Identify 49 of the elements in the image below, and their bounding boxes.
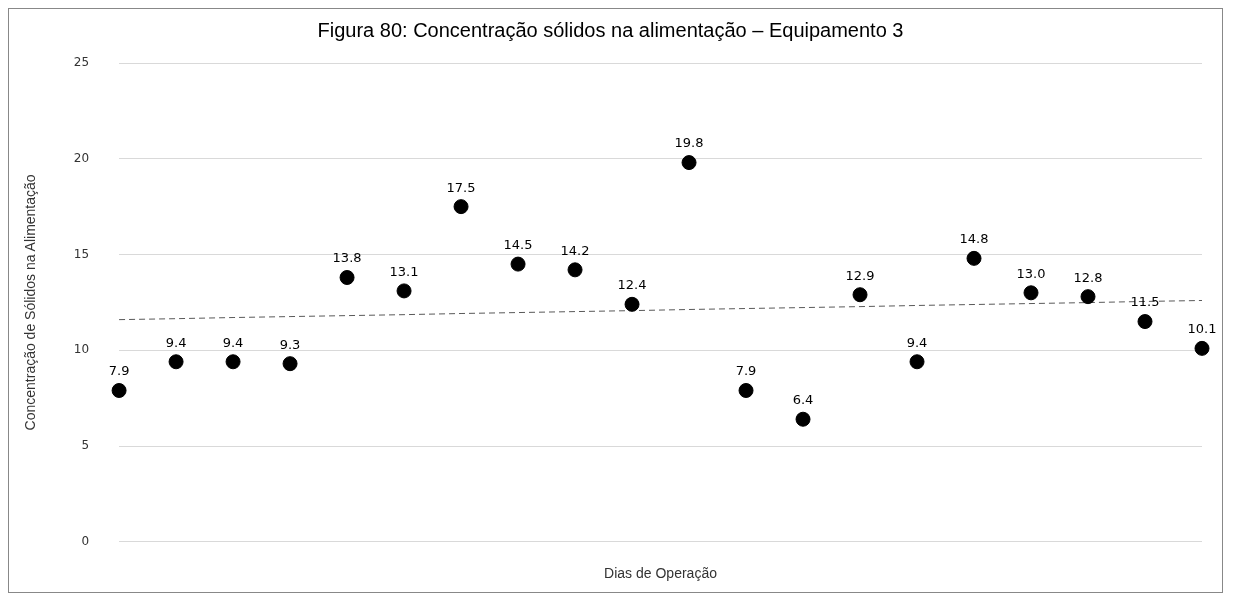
data-label: 14.2: [560, 242, 590, 258]
point: [738, 383, 754, 398]
data-label: 13.8: [332, 250, 362, 266]
point: [510, 256, 526, 272]
data-label: 7.9: [735, 363, 757, 379]
data-label: 9.4: [165, 334, 187, 350]
point: [1194, 340, 1210, 356]
point: [225, 354, 241, 370]
point: [168, 354, 184, 370]
point: [339, 270, 355, 285]
point: [282, 356, 298, 372]
y-tick-label: 20: [73, 150, 90, 165]
x-axis-title: Dias de Operação: [604, 565, 718, 582]
point: [1137, 314, 1153, 330]
point: [795, 411, 811, 427]
y-tick-label: 10: [73, 342, 90, 357]
y-tick-label: 5: [81, 438, 90, 453]
data-label: 7.9: [108, 363, 130, 379]
point: [909, 354, 925, 370]
data-label: 19.8: [674, 135, 704, 151]
data-label: 12.8: [1073, 269, 1103, 285]
data-label: 11.5: [1130, 294, 1160, 310]
point: [396, 283, 412, 299]
data-label: 9.4: [222, 334, 244, 350]
data-label: 12.4: [617, 277, 647, 293]
data-label: 6.4: [792, 392, 814, 408]
point: [681, 155, 697, 171]
y-tick-label: 0: [81, 533, 90, 548]
point: [1023, 285, 1039, 301]
data-label: 17.5: [446, 179, 476, 195]
y-tick-label: 25: [73, 55, 90, 70]
data-label: 9.4: [906, 334, 928, 350]
data-label: 14.8: [959, 231, 989, 247]
data-label: 9.3: [279, 336, 301, 352]
point: [966, 250, 982, 266]
point: [453, 199, 469, 215]
data-label: 13.1: [389, 263, 419, 279]
data-label: 13.0: [1016, 265, 1046, 281]
data-label: 10.1: [1187, 321, 1217, 337]
data-label: 14.5: [503, 236, 533, 252]
chart-title: Figura 80: Concentração sólidos na alimentação – Equipamento 3: [317, 18, 904, 41]
y-axis-title: Concentração de Sólidos na Alimentação: [22, 174, 39, 431]
point: [1080, 289, 1096, 305]
point: [567, 262, 583, 278]
point: [852, 287, 868, 303]
data-label: 12.9: [845, 267, 875, 283]
y-tick-label: 15: [73, 246, 90, 261]
point: [111, 383, 127, 398]
point: [624, 296, 640, 312]
